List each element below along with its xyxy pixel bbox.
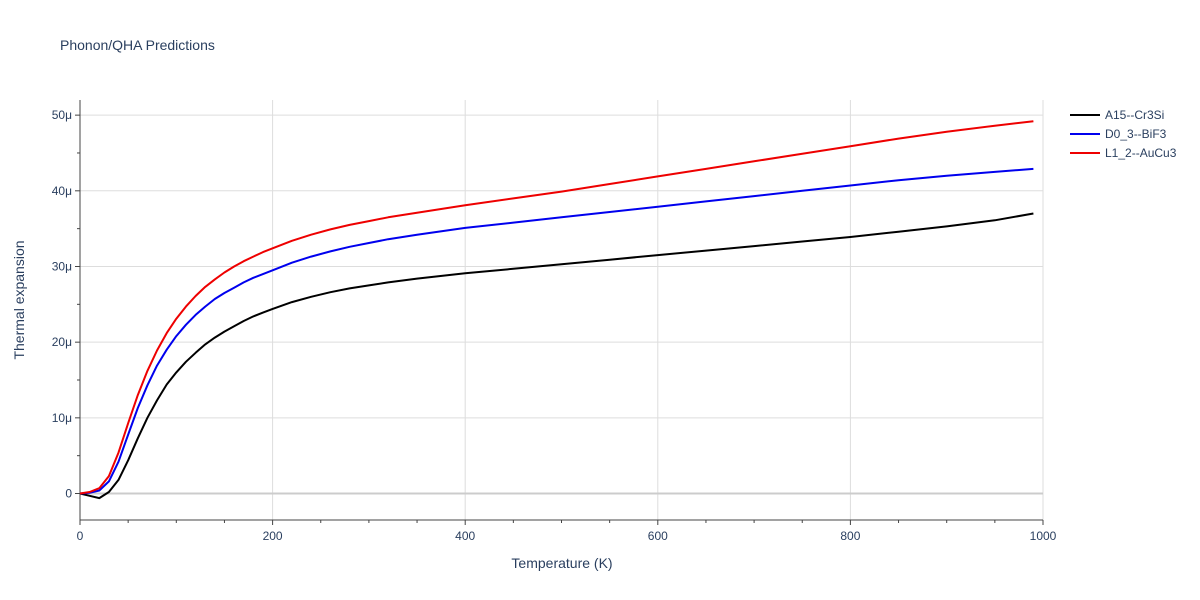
legend-label: D0_3--BiF3 [1105, 127, 1167, 141]
x-tick-label: 600 [648, 529, 668, 543]
legend-label: A15--Cr3Si [1105, 108, 1164, 122]
y-tick-label: 20μ [52, 335, 72, 349]
axes: 0 200 400 600 800 1000 0 10μ 20μ 30μ 40μ 50μ [52, 100, 1057, 543]
series-line-2 [79, 120, 1034, 495]
x-axis-title: Temperature (K) [511, 555, 612, 571]
grid [80, 100, 1044, 520]
x-tick-label: 200 [263, 529, 283, 543]
y-tick-label: 50μ [52, 108, 72, 122]
y-axis-title: Thermal expansion [11, 240, 27, 359]
legend-item[interactable]: A15--Cr3Si [1070, 108, 1164, 122]
x-tick-label: 1000 [1030, 529, 1057, 543]
legend-label: L1_2--AuCu3 [1105, 146, 1177, 160]
series-line-0 [79, 212, 1034, 500]
y-tick-label: 10μ [52, 411, 72, 425]
x-tick-label: 400 [455, 529, 475, 543]
legend-item[interactable]: D0_3--BiF3 [1070, 127, 1167, 141]
x-tick-label: 800 [840, 529, 860, 543]
series-line-1 [79, 167, 1034, 495]
legend[interactable]: A15--Cr3Si D0_3--BiF3 L1_2--AuCu3 [1070, 108, 1177, 160]
series-group [79, 120, 1034, 500]
legend-item[interactable]: L1_2--AuCu3 [1070, 146, 1177, 160]
y-tick-label: 30μ [52, 259, 72, 273]
x-tick-label: 0 [77, 529, 84, 543]
chart-title: Phonon/QHA Predictions [60, 37, 215, 53]
y-tick-label: 0 [65, 487, 72, 501]
y-tick-label: 40μ [52, 184, 72, 198]
